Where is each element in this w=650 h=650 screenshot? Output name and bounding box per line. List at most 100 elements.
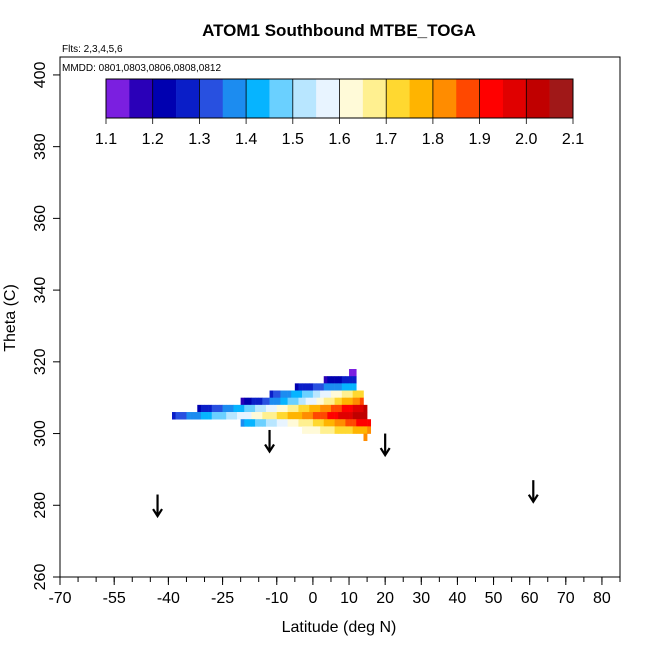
- heatmap-cell: [349, 376, 353, 384]
- heatmap-cell: [255, 397, 260, 406]
- heatmap-cell: [215, 404, 220, 413]
- heatmap-cell: [204, 404, 209, 413]
- heatmap-cell: [327, 397, 332, 406]
- heatmap-cell: [294, 404, 299, 413]
- heatmap-cell: [334, 397, 339, 406]
- colorbar-tick-label: 1.3: [188, 131, 210, 148]
- heatmap-cell: [244, 412, 249, 420]
- heatmap-cell: [312, 383, 317, 391]
- heatmap-cell: [330, 419, 335, 427]
- heatmap-cell: [341, 412, 346, 420]
- heatmap-cell: [273, 419, 278, 427]
- heatmap-cell: [323, 383, 328, 391]
- heatmap-cell: [269, 404, 274, 413]
- heatmap-cell: [356, 419, 361, 427]
- heatmap-cell: [338, 419, 343, 427]
- heatmap-cell: [334, 412, 339, 420]
- heatmap-cell: [341, 376, 346, 384]
- heatmap-cell: [316, 383, 321, 391]
- y-tick-label: 300: [32, 420, 49, 447]
- heatmap-cell: [265, 404, 270, 413]
- colorbar-bin: [549, 79, 574, 118]
- plot-frame: [59, 56, 621, 578]
- heatmap-cell: [309, 419, 314, 427]
- heatmap-cell: [341, 419, 346, 427]
- heatmap-cell: [273, 404, 278, 413]
- heatmap-cell: [265, 412, 270, 420]
- heatmap-cell: [284, 404, 288, 413]
- x-tick-label: 40: [449, 590, 467, 607]
- heatmap-cell: [345, 404, 350, 413]
- heatmap-cell: [175, 412, 180, 420]
- colorbar-tick-label: 2.0: [515, 131, 537, 148]
- y-tick-label: 400: [32, 61, 49, 88]
- heatmap-cell: [352, 404, 357, 413]
- heatmap-cell: [284, 412, 288, 420]
- heatmap-cell: [312, 412, 317, 420]
- colorbar-tick-label: 1.6: [328, 131, 350, 148]
- colorbar-tick-label: 1.5: [282, 131, 304, 148]
- heatmap-cell: [323, 404, 328, 413]
- heatmap-cell: [320, 404, 325, 413]
- heatmap-cell: [302, 390, 306, 398]
- heatmap-cell: [312, 426, 317, 434]
- heatmap-cell: [294, 383, 299, 391]
- heatmap-cell: [258, 412, 263, 420]
- heatmap-cell: [269, 419, 274, 427]
- x-tick-label: 0: [308, 590, 317, 607]
- heatmap-cell: [305, 390, 310, 398]
- heatmap-cell: [356, 397, 361, 406]
- heatmap-cell: [258, 404, 263, 413]
- colorbar-bin: [199, 79, 224, 118]
- x-axis-label: Latitude (deg N): [282, 619, 397, 636]
- heatmap-cell: [287, 404, 292, 413]
- colorbar-bin: [176, 79, 200, 118]
- heatmap-cell: [276, 390, 281, 398]
- heatmap-cell: [352, 369, 357, 377]
- colorbar-tick-label: 1.9: [468, 131, 490, 148]
- heatmap-cell: [320, 397, 325, 406]
- heatmap-cell: [258, 419, 263, 427]
- heatmap-cell: [320, 426, 325, 434]
- heatmap-cell: [330, 383, 335, 391]
- heatmap-cell: [309, 390, 314, 398]
- colorbar-bin: [129, 79, 153, 118]
- flights-note: Flts: 2,3,4,5,6: [62, 44, 123, 55]
- heatmap-cell: [233, 412, 238, 420]
- heatmap-cell: [190, 412, 194, 420]
- heatmap-cell: [320, 412, 325, 420]
- arrow-marker: [264, 429, 275, 454]
- heatmap-cell: [280, 390, 285, 398]
- arrow-head: [527, 494, 539, 504]
- heatmap-cell: [280, 397, 285, 406]
- heatmap-cell: [208, 404, 213, 413]
- heatmap-cell: [298, 419, 303, 427]
- heatmap-cell: [197, 404, 202, 413]
- x-tick-label: -40: [157, 590, 180, 607]
- y-tick-label: 380: [32, 133, 49, 160]
- heatmap-cell: [356, 412, 361, 420]
- heatmap-cell: [363, 419, 368, 427]
- heatmap-cell: [302, 383, 306, 391]
- colorbar-tick-label: 2.1: [562, 131, 584, 148]
- heatmap-cell: [179, 412, 184, 420]
- heatmap-cell: [244, 404, 249, 413]
- heatmap-cell: [338, 412, 343, 420]
- colorbar-bin: [106, 79, 130, 118]
- heatmap-cell: [284, 397, 288, 406]
- heatmap-cell: [233, 404, 238, 413]
- heatmap-cell: [323, 426, 328, 434]
- heatmap-cell: [309, 383, 314, 391]
- heatmap-cell: [349, 412, 353, 420]
- heatmap-cell: [359, 412, 364, 420]
- heatmap-cell: [320, 390, 325, 398]
- arrow-marker: [527, 480, 539, 504]
- heatmap-cell: [276, 412, 281, 420]
- x-tick-label: 30: [412, 590, 430, 607]
- x-tick-label: 20: [376, 590, 394, 607]
- heatmap-cell: [200, 412, 205, 420]
- heatmap-cell: [222, 412, 227, 420]
- heatmap-cell: [341, 390, 346, 398]
- heatmap-cell: [276, 397, 281, 406]
- heatmap-cell: [341, 397, 346, 406]
